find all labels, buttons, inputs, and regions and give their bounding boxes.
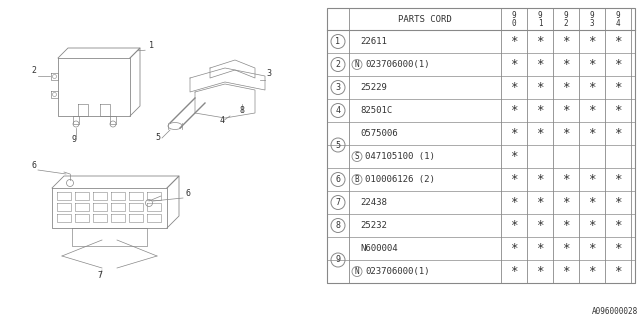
Text: 9: 9 [564,11,568,20]
Text: 4: 4 [335,106,340,115]
Text: N600004: N600004 [360,244,397,253]
Text: 9: 9 [72,135,77,144]
Text: *: * [614,242,621,255]
Text: *: * [536,127,544,140]
Text: 1: 1 [335,37,340,46]
Text: 1: 1 [149,41,154,50]
Text: 9: 9 [512,11,516,20]
Text: 3: 3 [589,19,595,28]
Text: 22438: 22438 [360,198,387,207]
Text: 023706000(1): 023706000(1) [365,267,429,276]
Text: 8: 8 [240,106,245,115]
Text: 7: 7 [97,271,102,280]
Text: N: N [355,60,359,69]
Text: 2: 2 [335,60,340,69]
Text: 5: 5 [335,140,340,149]
Text: 4: 4 [616,19,620,28]
Text: 9: 9 [616,11,620,20]
Text: 9: 9 [538,11,542,20]
Text: *: * [510,196,518,209]
Text: *: * [588,265,596,278]
Text: 9: 9 [589,11,595,20]
Text: *: * [588,219,596,232]
Text: 0: 0 [512,19,516,28]
Text: *: * [510,173,518,186]
Text: *: * [510,81,518,94]
Text: *: * [588,35,596,48]
Text: *: * [614,58,621,71]
Text: *: * [614,35,621,48]
Text: N: N [355,267,359,276]
Text: 9: 9 [335,255,340,265]
Text: 8: 8 [335,221,340,230]
Text: *: * [536,242,544,255]
Text: *: * [588,104,596,117]
Text: *: * [563,58,570,71]
Text: *: * [563,81,570,94]
Text: 4: 4 [220,116,225,125]
Text: S: S [355,152,359,161]
Text: PARTS CORD: PARTS CORD [398,14,452,23]
Text: *: * [614,265,621,278]
Text: 82501C: 82501C [360,106,392,115]
Text: *: * [563,35,570,48]
Text: B: B [355,175,359,184]
Text: *: * [614,104,621,117]
Text: *: * [536,196,544,209]
Text: 2: 2 [564,19,568,28]
Text: *: * [536,173,544,186]
Text: 25229: 25229 [360,83,387,92]
Text: *: * [510,35,518,48]
Text: *: * [510,219,518,232]
Text: *: * [588,81,596,94]
Text: 3: 3 [266,69,271,78]
Text: *: * [588,58,596,71]
Text: *: * [536,58,544,71]
Text: *: * [510,58,518,71]
Text: *: * [563,219,570,232]
Text: 6: 6 [335,175,340,184]
Text: *: * [563,173,570,186]
Text: 3: 3 [335,83,340,92]
Text: *: * [536,81,544,94]
Text: 2: 2 [31,66,36,75]
Text: *: * [563,196,570,209]
Text: 0575006: 0575006 [360,129,397,138]
Text: *: * [510,150,518,163]
Text: *: * [588,242,596,255]
Text: 5: 5 [155,133,160,142]
Text: 22611: 22611 [360,37,387,46]
Text: *: * [614,127,621,140]
Text: *: * [510,127,518,140]
Text: A096000028: A096000028 [592,307,638,316]
Text: *: * [588,127,596,140]
Text: *: * [536,35,544,48]
Text: *: * [563,265,570,278]
Text: *: * [510,265,518,278]
Text: *: * [536,104,544,117]
Text: 1: 1 [538,19,542,28]
Text: *: * [588,196,596,209]
Text: *: * [563,242,570,255]
Text: *: * [563,104,570,117]
Text: 25232: 25232 [360,221,387,230]
Text: *: * [614,81,621,94]
Text: 6: 6 [32,161,37,170]
Bar [327,8,635,283]
Text: *: * [536,219,544,232]
Text: 6: 6 [185,189,190,198]
Text: 010006126 (2): 010006126 (2) [365,175,435,184]
Text: *: * [614,219,621,232]
Text: 023706000(1): 023706000(1) [365,60,429,69]
Text: 7: 7 [335,198,340,207]
Text: *: * [614,196,621,209]
Text: *: * [536,265,544,278]
Text: *: * [510,104,518,117]
Text: 047105100 (1): 047105100 (1) [365,152,435,161]
Text: *: * [614,173,621,186]
Text: *: * [563,127,570,140]
Text: *: * [588,173,596,186]
Text: *: * [510,242,518,255]
